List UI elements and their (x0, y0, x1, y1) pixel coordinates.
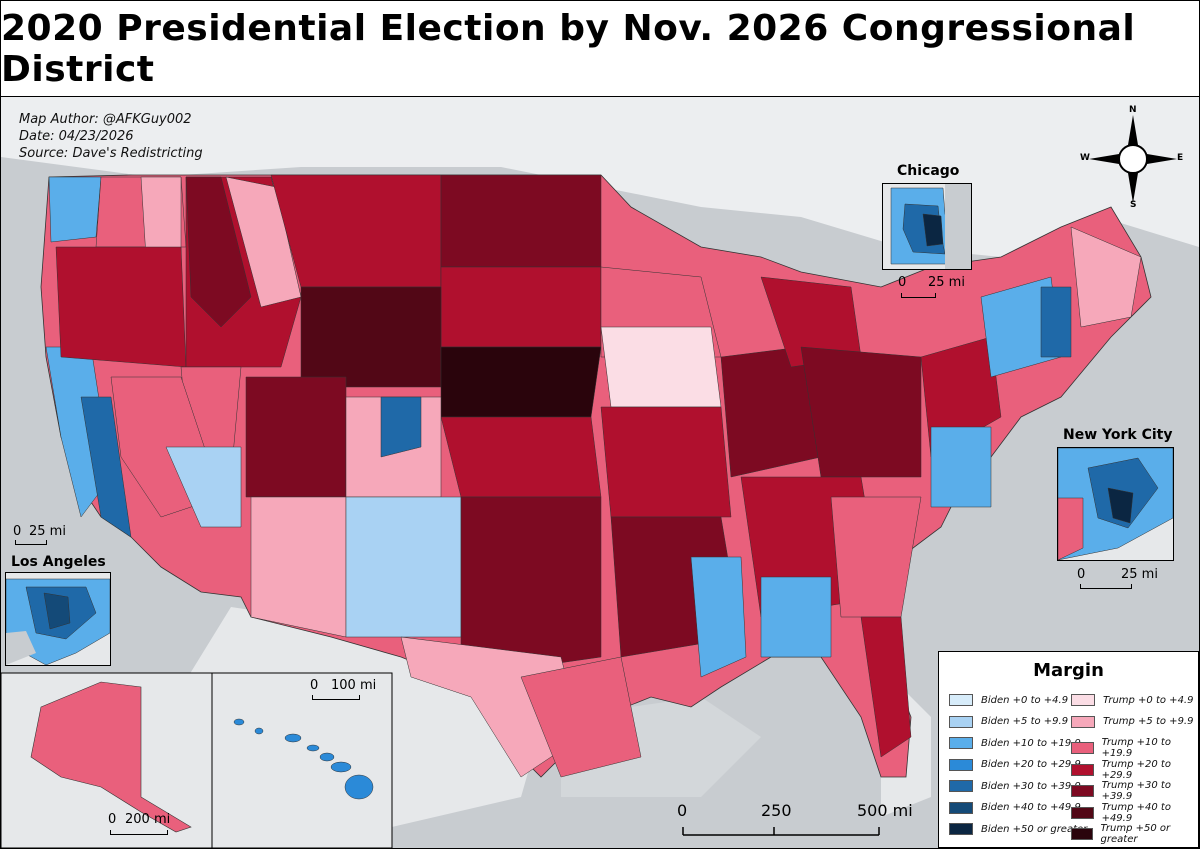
alaska-scale-start: 0 (108, 812, 117, 827)
chicago-inset-map[interactable] (883, 184, 971, 269)
legend-label: Biden +50 or greater (981, 823, 1088, 835)
la-inset[interactable] (5, 572, 111, 666)
date-credit: Date: 04/23/2026 (19, 129, 134, 144)
legend-item-biden: Biden +0 to +4.9 (949, 694, 1068, 706)
author-credit: Map Author: @AFKGuy002 (19, 112, 192, 127)
compass-rose (1089, 115, 1177, 203)
hawaii-islands[interactable] (233, 718, 374, 800)
legend-label: Trump +20 to +29.9 (1101, 758, 1171, 781)
chicago-label: Chicago (897, 163, 960, 179)
chicago-scale-end: 25 mi (928, 275, 965, 290)
legend-item-trump: Trump +10 to +19.9 (1071, 737, 1198, 759)
legend-swatch (1071, 806, 1094, 819)
chicago-scale-start: 0 (898, 275, 907, 290)
legend-label: Biden +30 to +39.9 (981, 780, 1081, 792)
legend-item-biden: Biden +30 to +39.9 (949, 780, 1081, 792)
legend-label: Biden +20 to +29.9 (981, 759, 1081, 770)
legend-swatch (1071, 785, 1094, 797)
map-title: 2020 Presidential Election by Nov. 2026 … (1, 7, 1136, 90)
la-scale-bar (15, 540, 47, 545)
legend-swatch (949, 715, 973, 728)
map-area[interactable]: Map Author: @AFKGuy002 Date: 04/23/2026 … (1, 97, 1199, 848)
legend-item-biden: Biden +10 to +19.9 (949, 737, 1081, 749)
nyc-scale-bar (1080, 584, 1132, 589)
legend-title: Margin (1033, 660, 1104, 681)
main-scale-0: 0 (677, 801, 688, 820)
compass-s: S (1130, 200, 1137, 210)
legend-swatch (949, 758, 973, 771)
legend-swatch (949, 694, 973, 706)
hawaii-scale-end: 100 mi (331, 678, 377, 693)
main-scale-bar (682, 827, 880, 836)
district-regions[interactable] (45, 174, 1142, 778)
nyc-scale-end: 25 mi (1121, 567, 1158, 582)
compass-e: E (1177, 153, 1184, 163)
nyc-label: New York City (1063, 427, 1173, 443)
legend-swatch (949, 823, 973, 835)
nyc-scale-start: 0 (1077, 567, 1086, 582)
legend-label: Biden +10 to +19.9 (981, 737, 1081, 749)
hawaii-inset[interactable] (211, 672, 393, 848)
legend-label: Trump +30 to +39.9 (1101, 780, 1171, 802)
la-scale-end: 25 mi (29, 524, 66, 539)
nyc-inset-map[interactable] (1058, 448, 1173, 560)
legend-label: Biden +40 to +49.9 (981, 802, 1081, 813)
legend-label: Trump +50 or greater (1100, 823, 1171, 845)
main-map[interactable] (1, 97, 1199, 848)
legend-label: Trump +10 to +19.9 (1101, 737, 1171, 759)
alaska-shape[interactable] (30, 681, 192, 833)
credits: Map Author: @AFKGuy002 Date: 04/23/2026 … (19, 111, 203, 162)
main-scale-250: 250 (761, 801, 792, 820)
legend-swatch (949, 801, 973, 814)
nyc-inset[interactable] (1057, 447, 1174, 561)
legend-label: Trump +40 to +49.9 (1101, 801, 1171, 824)
compass-n: N (1129, 105, 1137, 115)
legend-label: Biden +0 to +4.9 (981, 694, 1069, 706)
legend-swatch (1071, 828, 1093, 840)
legend-item-trump: Trump +40 to +49.9 (1071, 802, 1198, 824)
alaska-scale-bar (110, 830, 168, 835)
hawaii-scale-bar (312, 695, 360, 700)
title-bar: 2020 Presidential Election by Nov. 2026 … (1, 1, 1199, 97)
la-inset-map[interactable] (6, 573, 110, 665)
legend-item-biden: Biden +40 to +49.9 (949, 801, 1081, 814)
legend-swatch (1071, 715, 1095, 728)
legend-swatch (1071, 763, 1094, 776)
legend-swatch (1071, 742, 1094, 754)
legend-swatch (1071, 694, 1095, 706)
legend-label: Biden +5 to +9.9 (981, 716, 1069, 727)
legend: Margin Biden +0 to +4.9 Biden +5 to +9.9 B… (938, 651, 1199, 848)
legend-item-biden: Biden +50 or greater (949, 823, 1087, 835)
chicago-inset[interactable] (882, 183, 972, 270)
legend-label: Trump +0 to +4.9 (1103, 694, 1194, 706)
legend-item-trump: Trump +0 to +4.9 (1071, 694, 1193, 706)
la-label: Los Angeles (11, 554, 106, 570)
main-scale-500: 500 mi (857, 801, 913, 820)
la-scale-start: 0 (13, 524, 22, 539)
legend-item-trump: Trump +5 to +9.9 (1071, 715, 1194, 728)
legend-label: Trump +5 to +9.9 (1103, 716, 1194, 727)
legend-item-biden: Biden +5 to +9.9 (949, 715, 1069, 728)
legend-item-biden: Biden +20 to +29.9 (949, 758, 1081, 771)
legend-item-trump: Trump +30 to +39.9 (1071, 780, 1198, 802)
legend-item-trump: Trump +50 or greater (1071, 823, 1198, 845)
alaska-scale-end: 200 mi (125, 812, 171, 827)
source-credit: Source: Dave's Redistricting (19, 146, 203, 161)
hawaii-scale-start: 0 (310, 678, 319, 693)
compass-w: W (1080, 153, 1090, 163)
legend-item-trump: Trump +20 to +29.9 (1071, 759, 1198, 781)
chicago-scale-bar (901, 293, 936, 298)
legend-swatch (949, 780, 973, 792)
legend-swatch (949, 737, 973, 749)
